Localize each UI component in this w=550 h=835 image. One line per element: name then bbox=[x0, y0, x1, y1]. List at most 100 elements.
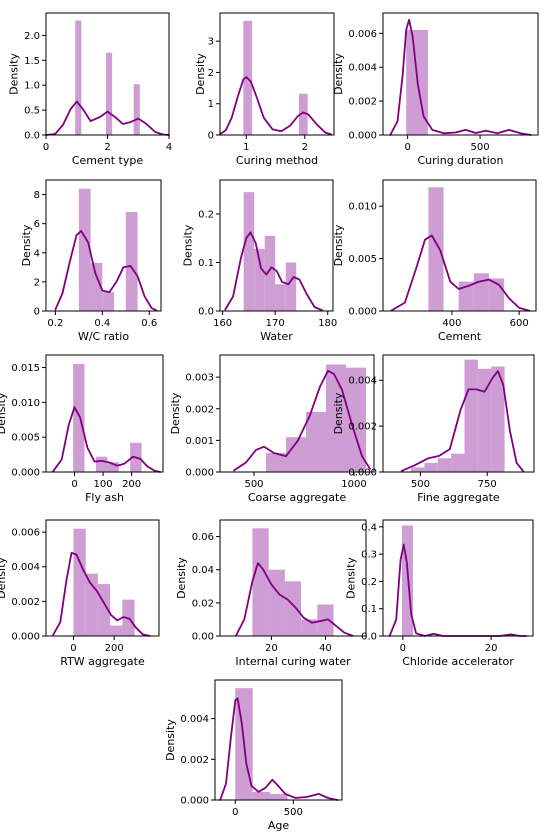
x-tick-label: 600 bbox=[510, 318, 529, 329]
kde-curve bbox=[235, 562, 354, 637]
histogram-bar bbox=[243, 192, 255, 311]
y-axis-title: Density bbox=[169, 392, 182, 434]
axes-frame bbox=[219, 12, 335, 136]
axes-frame bbox=[382, 519, 534, 637]
axes-frame bbox=[219, 179, 334, 312]
y-tick-label: 2.0 bbox=[24, 31, 40, 42]
y-axis-title: Density bbox=[332, 224, 345, 266]
histogram-bar bbox=[301, 619, 318, 636]
histogram-bar bbox=[424, 462, 438, 472]
x-axis-title: Cement type bbox=[72, 154, 144, 167]
histogram-bar bbox=[266, 453, 286, 472]
x-tick-label: 0 bbox=[71, 479, 77, 490]
density-panel: 400 600 0.000 0.005 0.010 Cement Density bbox=[332, 179, 537, 343]
histogram-bar bbox=[125, 212, 138, 311]
y-axis-title: Density bbox=[181, 224, 194, 266]
x-tick-label: 1000 bbox=[341, 479, 366, 490]
histogram-bar bbox=[298, 93, 308, 135]
density-panel: 1 2 0 1 2 3 Curing method Density bbox=[194, 12, 335, 167]
x-axis-title: Fine aggregate bbox=[417, 491, 500, 504]
y-tick-label: 0.004 bbox=[348, 63, 377, 74]
x-tick-label: 180 bbox=[318, 318, 337, 329]
y-tick-label: 0.001 bbox=[185, 436, 214, 447]
y-tick-label: 0.015 bbox=[11, 363, 40, 374]
y-tick-label: 0.000 bbox=[348, 468, 377, 479]
y-tick-label: 6 bbox=[34, 219, 40, 230]
y-axis-title: Density bbox=[7, 53, 20, 95]
axes-frame bbox=[45, 354, 164, 473]
histogram-bar bbox=[326, 364, 346, 472]
x-tick-label: 0 bbox=[232, 807, 238, 818]
y-tick-label: 1.5 bbox=[24, 56, 40, 67]
axes-frame bbox=[214, 679, 343, 801]
y-tick-label: 0.0 bbox=[24, 131, 40, 142]
x-tick-label: 0 bbox=[404, 142, 410, 153]
histogram-bar bbox=[107, 462, 119, 472]
x-tick-label: 500 bbox=[471, 142, 490, 153]
kde-curve bbox=[54, 230, 158, 312]
x-tick-label: 0 bbox=[70, 643, 76, 654]
x-tick-label: 400 bbox=[442, 318, 461, 329]
y-tick-label: 0.010 bbox=[11, 398, 40, 409]
x-axis-title: RTW aggregate bbox=[60, 655, 145, 668]
x-axis-title: Water bbox=[260, 330, 293, 343]
x-tick-label: 1 bbox=[243, 142, 249, 153]
y-tick-label: 0.06 bbox=[192, 532, 214, 543]
histogram-bar bbox=[464, 359, 478, 472]
y-tick-label: 0.04 bbox=[192, 565, 214, 576]
y-axis-title: Density bbox=[332, 53, 345, 95]
x-tick-label: 160 bbox=[213, 318, 232, 329]
density-panel: 0 200 0.000 0.002 0.004 0.006 RTW aggregate Den… bbox=[0, 519, 160, 668]
histogram-bar bbox=[95, 456, 108, 472]
axes-frame bbox=[382, 179, 537, 312]
y-tick-label: 0.004 bbox=[11, 562, 40, 573]
y-tick-label: 3 bbox=[208, 37, 214, 48]
x-axis-title: Internal curing water bbox=[235, 655, 351, 668]
x-tick-label: 0.2 bbox=[47, 318, 63, 329]
kde-curve bbox=[224, 231, 324, 312]
y-tick-label: 0.005 bbox=[11, 433, 40, 444]
axes-frame bbox=[382, 354, 535, 473]
y-tick-label: 0.000 bbox=[11, 632, 40, 643]
y-tick-label: 2 bbox=[34, 277, 40, 288]
x-tick-label: 170 bbox=[266, 318, 285, 329]
x-tick-label: 20 bbox=[265, 643, 278, 654]
x-tick-label: 100 bbox=[94, 479, 113, 490]
y-tick-label: 0.0 bbox=[198, 307, 214, 318]
histogram-bar bbox=[458, 281, 474, 311]
histogram-bar bbox=[473, 273, 489, 311]
axes-frame bbox=[382, 12, 539, 136]
y-tick-label: 0.4 bbox=[361, 522, 377, 533]
histogram-bar bbox=[306, 411, 326, 472]
y-axis-title: Density bbox=[344, 557, 357, 599]
x-axis-title: Age bbox=[268, 819, 290, 832]
y-tick-label: 0.002 bbox=[180, 755, 209, 766]
y-axis-title: Density bbox=[164, 719, 177, 761]
y-tick-label: 0.0 bbox=[361, 632, 377, 643]
y-tick-label: 0.5 bbox=[24, 106, 40, 117]
x-tick-label: 2 bbox=[302, 142, 308, 153]
density-panel: 0 500 0.000 0.002 0.004 Age Density bbox=[164, 679, 343, 832]
x-tick-label: 0.6 bbox=[141, 318, 157, 329]
y-tick-label: 0.004 bbox=[348, 376, 377, 387]
y-tick-label: 0.010 bbox=[348, 202, 377, 213]
y-tick-label: 1.0 bbox=[24, 81, 40, 92]
kde-curve bbox=[389, 18, 532, 136]
histogram-bar bbox=[110, 625, 123, 636]
y-tick-label: 0.002 bbox=[348, 97, 377, 108]
x-axis-title: Curing method bbox=[236, 154, 318, 167]
kde-curve bbox=[400, 370, 525, 473]
histogram-bar bbox=[252, 791, 271, 800]
axes-frame bbox=[45, 179, 162, 312]
y-tick-label: 0.000 bbox=[185, 468, 214, 479]
histogram-bar bbox=[73, 528, 86, 636]
y-axis-title: Density bbox=[20, 224, 33, 266]
histogram-bar bbox=[264, 235, 276, 311]
y-tick-label: 0.000 bbox=[11, 468, 40, 479]
y-tick-label: 0.1 bbox=[198, 258, 214, 269]
y-tick-label: 0.000 bbox=[348, 131, 377, 142]
histogram-bar bbox=[75, 20, 82, 135]
kde-curve bbox=[390, 234, 531, 312]
